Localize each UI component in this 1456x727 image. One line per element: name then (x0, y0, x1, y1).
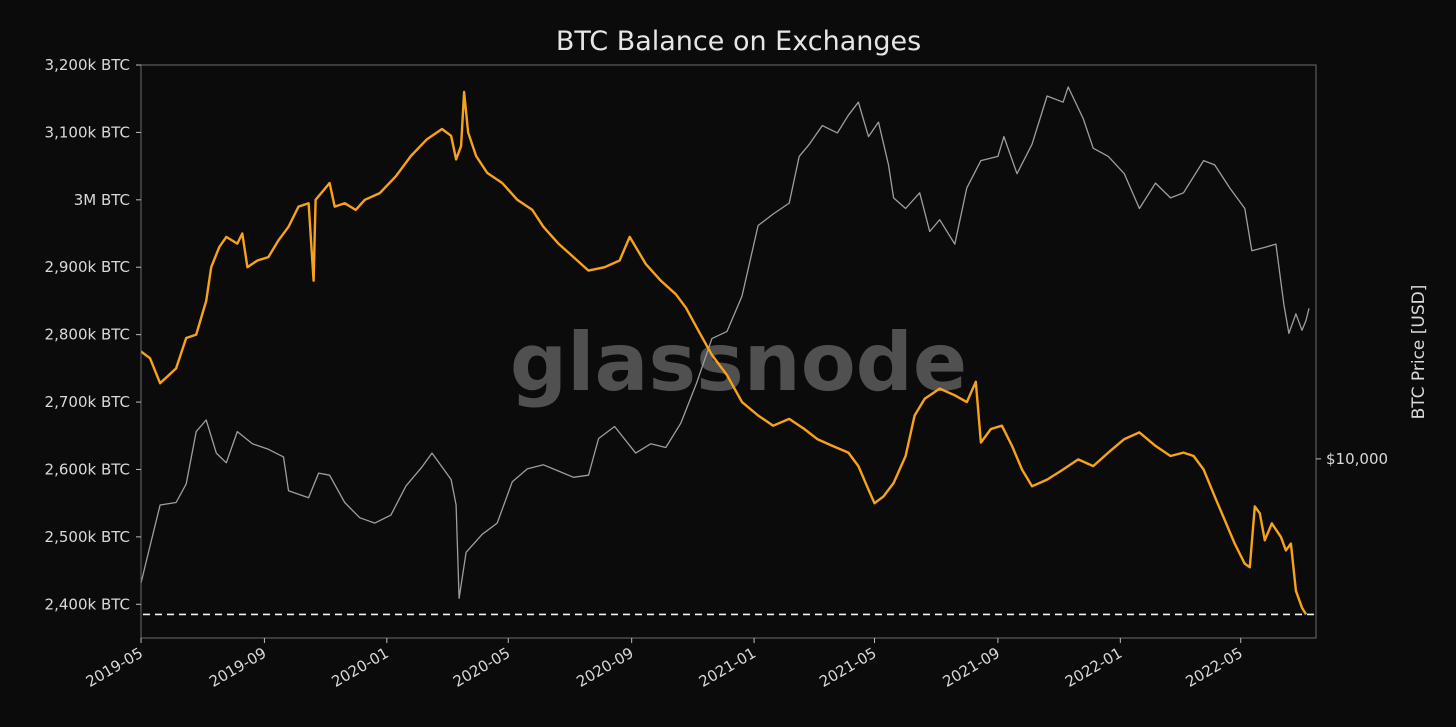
y-right-tick-label: $10,000 (1326, 450, 1388, 468)
chart-title: BTC Balance on Exchanges (556, 26, 921, 57)
y-tick-label: 2,700k BTC (45, 393, 130, 411)
x-tick-label: 2021-09 (940, 644, 1003, 691)
y-tick-label: 3,200k BTC (45, 56, 130, 74)
x-tick-label: 2020-01 (329, 644, 392, 691)
x-tick-label: 2021-01 (696, 644, 759, 691)
y-axis-right: $10,000 (1316, 450, 1388, 468)
x-tick-label: 2019-09 (206, 644, 269, 691)
y-tick-label: 2,500k BTC (45, 528, 130, 546)
plot-frame (140, 64, 1317, 639)
x-tick-label: 2020-09 (573, 644, 636, 691)
x-tick-label: 2021-05 (816, 644, 879, 691)
y-axis-left: 3,200k BTC 3,100k BTC 3M BTC 2,900k BTC 2,80… (45, 56, 141, 613)
y-axis-right-label: BTC Price [USD] (1409, 285, 1429, 420)
btc-balance-line (140, 90, 1308, 616)
x-tick-label: 2019-05 (83, 644, 146, 691)
y-tick-label: 2,600k BTC (45, 460, 130, 478)
x-tick-label: 2020-05 (450, 644, 513, 691)
series-layer (140, 86, 1310, 616)
y-tick-label: 3M BTC (74, 191, 130, 209)
plot-area (141, 65, 1316, 638)
y-tick-label: 2,400k BTC (45, 595, 130, 613)
x-axis: 2019-05 2019-09 2020-01 2020-05 2020-09 2021-… (83, 638, 1246, 691)
y-tick-label: 2,800k BTC (45, 326, 130, 344)
btc-price-line (140, 86, 1310, 599)
y-tick-label: 3,100k BTC (45, 123, 130, 141)
x-tick-label: 2022-01 (1062, 644, 1125, 691)
y-tick-label: 2,900k BTC (45, 258, 130, 276)
x-tick-label: 2022-05 (1182, 644, 1245, 691)
